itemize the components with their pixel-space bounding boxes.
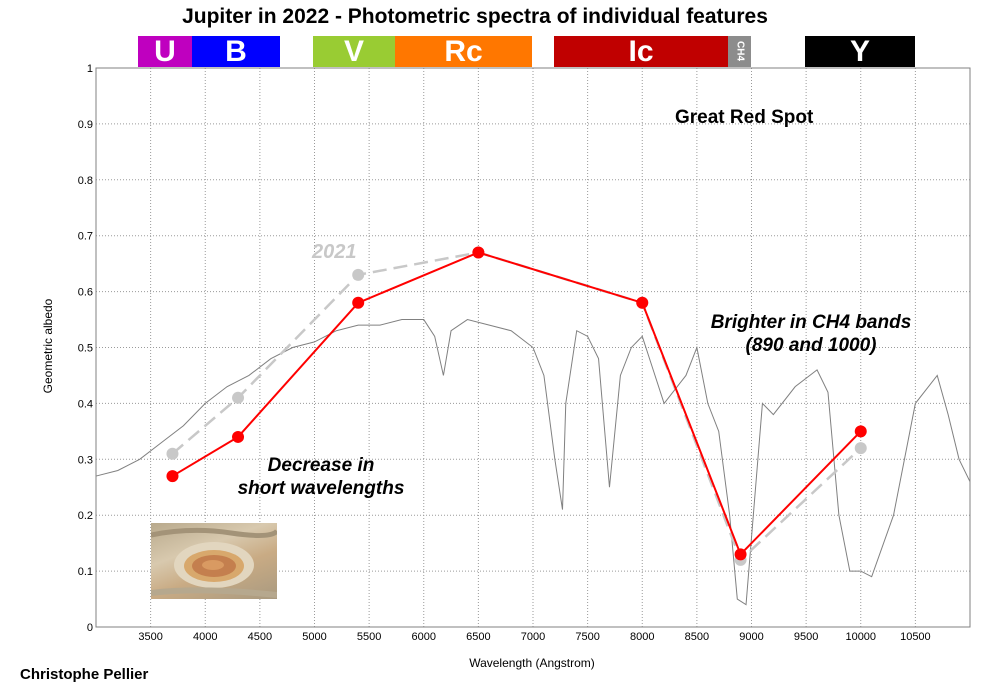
y-tick-label: 0 <box>87 622 93 634</box>
band-v: V <box>313 36 395 67</box>
x-axis-label: Wavelength (Angstrom) <box>469 656 595 670</box>
short-wavelength-annotation: Decrease in short wavelengths <box>226 454 416 500</box>
x-tick-label: 6000 <box>412 631 436 643</box>
y-axis-ticks: 0 0.1 0.2 0.3 0.4 0.5 0.6 0.7 0.8 0.9 1 <box>78 63 93 634</box>
great-red-spot-image <box>151 527 277 598</box>
y-tick-label: 1 <box>87 63 93 75</box>
y-tick-label: 0.2 <box>78 510 93 522</box>
series-2022-point <box>636 296 649 309</box>
x-tick-label: 5500 <box>357 631 381 643</box>
band-ch4: CH4 <box>728 36 751 67</box>
x-tick-label: 8000 <box>630 631 654 643</box>
short-wavelength-annotation-line1: Decrease in <box>267 455 375 476</box>
plot-frame <box>95 67 971 628</box>
band-u: U <box>138 36 192 67</box>
chart-title: Jupiter in 2022 - Photometric spectra of… <box>182 5 768 28</box>
series-2022-point <box>854 425 867 438</box>
x-tick-label: 10000 <box>845 631 876 643</box>
series-2022-point <box>166 470 179 483</box>
x-tick-label: 7500 <box>575 631 599 643</box>
series-layer <box>95 246 971 606</box>
x-tick-label: 7000 <box>521 631 545 643</box>
x-tick-label: 9000 <box>739 631 763 643</box>
series-2021-label: 2021 <box>312 241 357 263</box>
y-tick-label: 0.3 <box>78 454 93 466</box>
x-tick-label: 4000 <box>193 631 217 643</box>
band-y: Y <box>805 36 915 67</box>
y-axis-label: Geometric albedo <box>41 298 55 394</box>
ch4-annotation-line2: (890 and 1000) <box>745 335 877 356</box>
ch4-annotation-line1: Brighter in CH4 bands <box>710 312 912 333</box>
x-tick-label: 10500 <box>900 631 931 643</box>
y-tick-label: 0.6 <box>78 287 93 299</box>
great-red-spot-thumbnail <box>151 523 277 599</box>
series-2022-point <box>232 430 245 443</box>
series-2021-line <box>171 251 862 563</box>
x-tick-label: 3500 <box>138 631 162 643</box>
x-tick-label: 6500 <box>466 631 490 643</box>
spectrum-line <box>95 319 971 606</box>
x-axis-ticks: 3500 4000 4500 5000 5500 6000 6500 7000 7500 8000… <box>138 631 930 643</box>
author-credit: Christophe Pellier <box>20 666 149 683</box>
series-2022-point <box>352 296 365 309</box>
x-tick-label: 5000 <box>302 631 326 643</box>
series-2021-point <box>232 391 245 404</box>
series-2021-point <box>854 442 867 455</box>
short-wavelength-annotation-line2: short wavelengths <box>237 478 405 499</box>
y-tick-label: 0.7 <box>78 231 93 243</box>
ch4-annotation: Brighter in CH4 bands (890 and 1000) <box>700 311 922 357</box>
y-tick-label: 0.8 <box>78 175 93 187</box>
series-2022-point <box>734 548 747 561</box>
series-2021-point <box>352 268 365 281</box>
y-tick-label: 0.5 <box>78 343 93 355</box>
series-2022-point <box>472 246 485 259</box>
series-2021-point <box>166 447 179 460</box>
y-tick-label: 0.9 <box>78 119 93 131</box>
band-rc: Rc <box>395 36 532 67</box>
band-ic: Ic <box>554 36 728 67</box>
feature-label: Great Red Spot <box>675 107 814 128</box>
y-tick-label: 0.1 <box>78 566 93 578</box>
y-tick-label: 0.4 <box>78 398 93 410</box>
x-tick-label: 8500 <box>685 631 709 643</box>
band-b: B <box>192 36 280 67</box>
x-tick-label: 4500 <box>248 631 272 643</box>
x-tick-label: 9500 <box>794 631 818 643</box>
